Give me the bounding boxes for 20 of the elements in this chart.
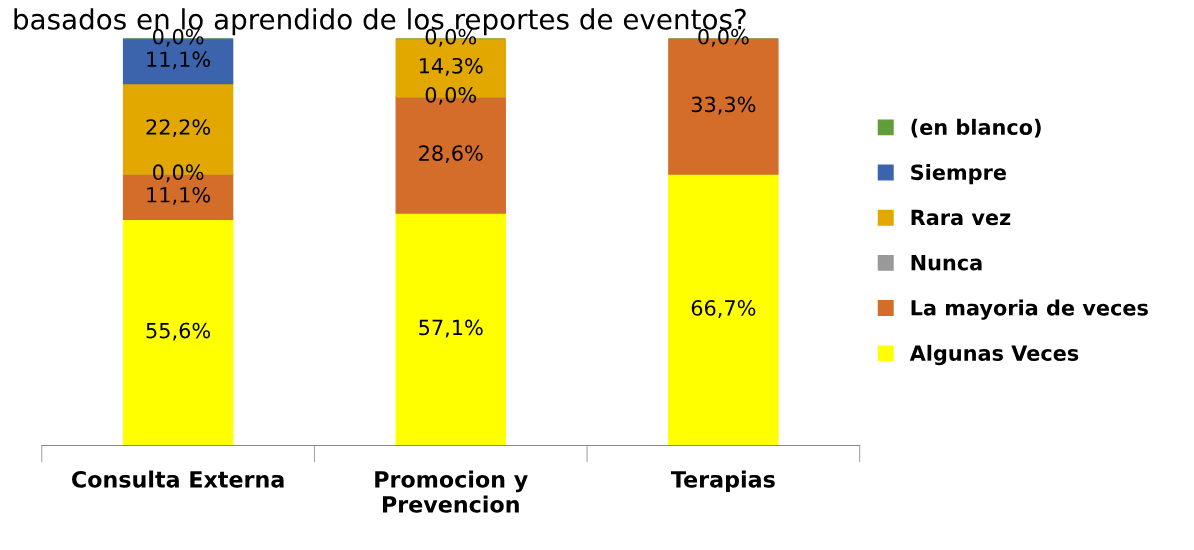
data-label: 0,0% <box>425 86 477 105</box>
data-label: 57,1% <box>419 319 483 338</box>
legend-label: Rara vez <box>911 209 1011 226</box>
legend-label: Algunas Veces <box>909 344 1079 366</box>
legend-label: Nunca <box>911 254 982 271</box>
data-label: 0,0% <box>153 164 204 183</box>
data-label: 11,1% <box>147 51 211 70</box>
data-label: 28,6% <box>419 145 483 164</box>
data-label: 11,1% <box>147 186 211 205</box>
data-label: 14,3% <box>419 57 483 76</box>
x-tick-label: Terapias <box>670 470 775 493</box>
legend-label: (en blanco) <box>911 118 1041 138</box>
data-label: 66,7% <box>691 300 756 318</box>
x-tick-label: Consulta Externa <box>72 470 284 488</box>
x-tick-label: Promocion y Prevencion <box>375 470 528 513</box>
legend-label: La mayoria de veces <box>911 299 1148 320</box>
data-label: 33,3% <box>691 96 756 115</box>
legend-label: Siempre <box>911 164 1006 185</box>
data-label: 22,2% <box>146 119 211 138</box>
data-label: 55,6% <box>146 322 211 341</box>
